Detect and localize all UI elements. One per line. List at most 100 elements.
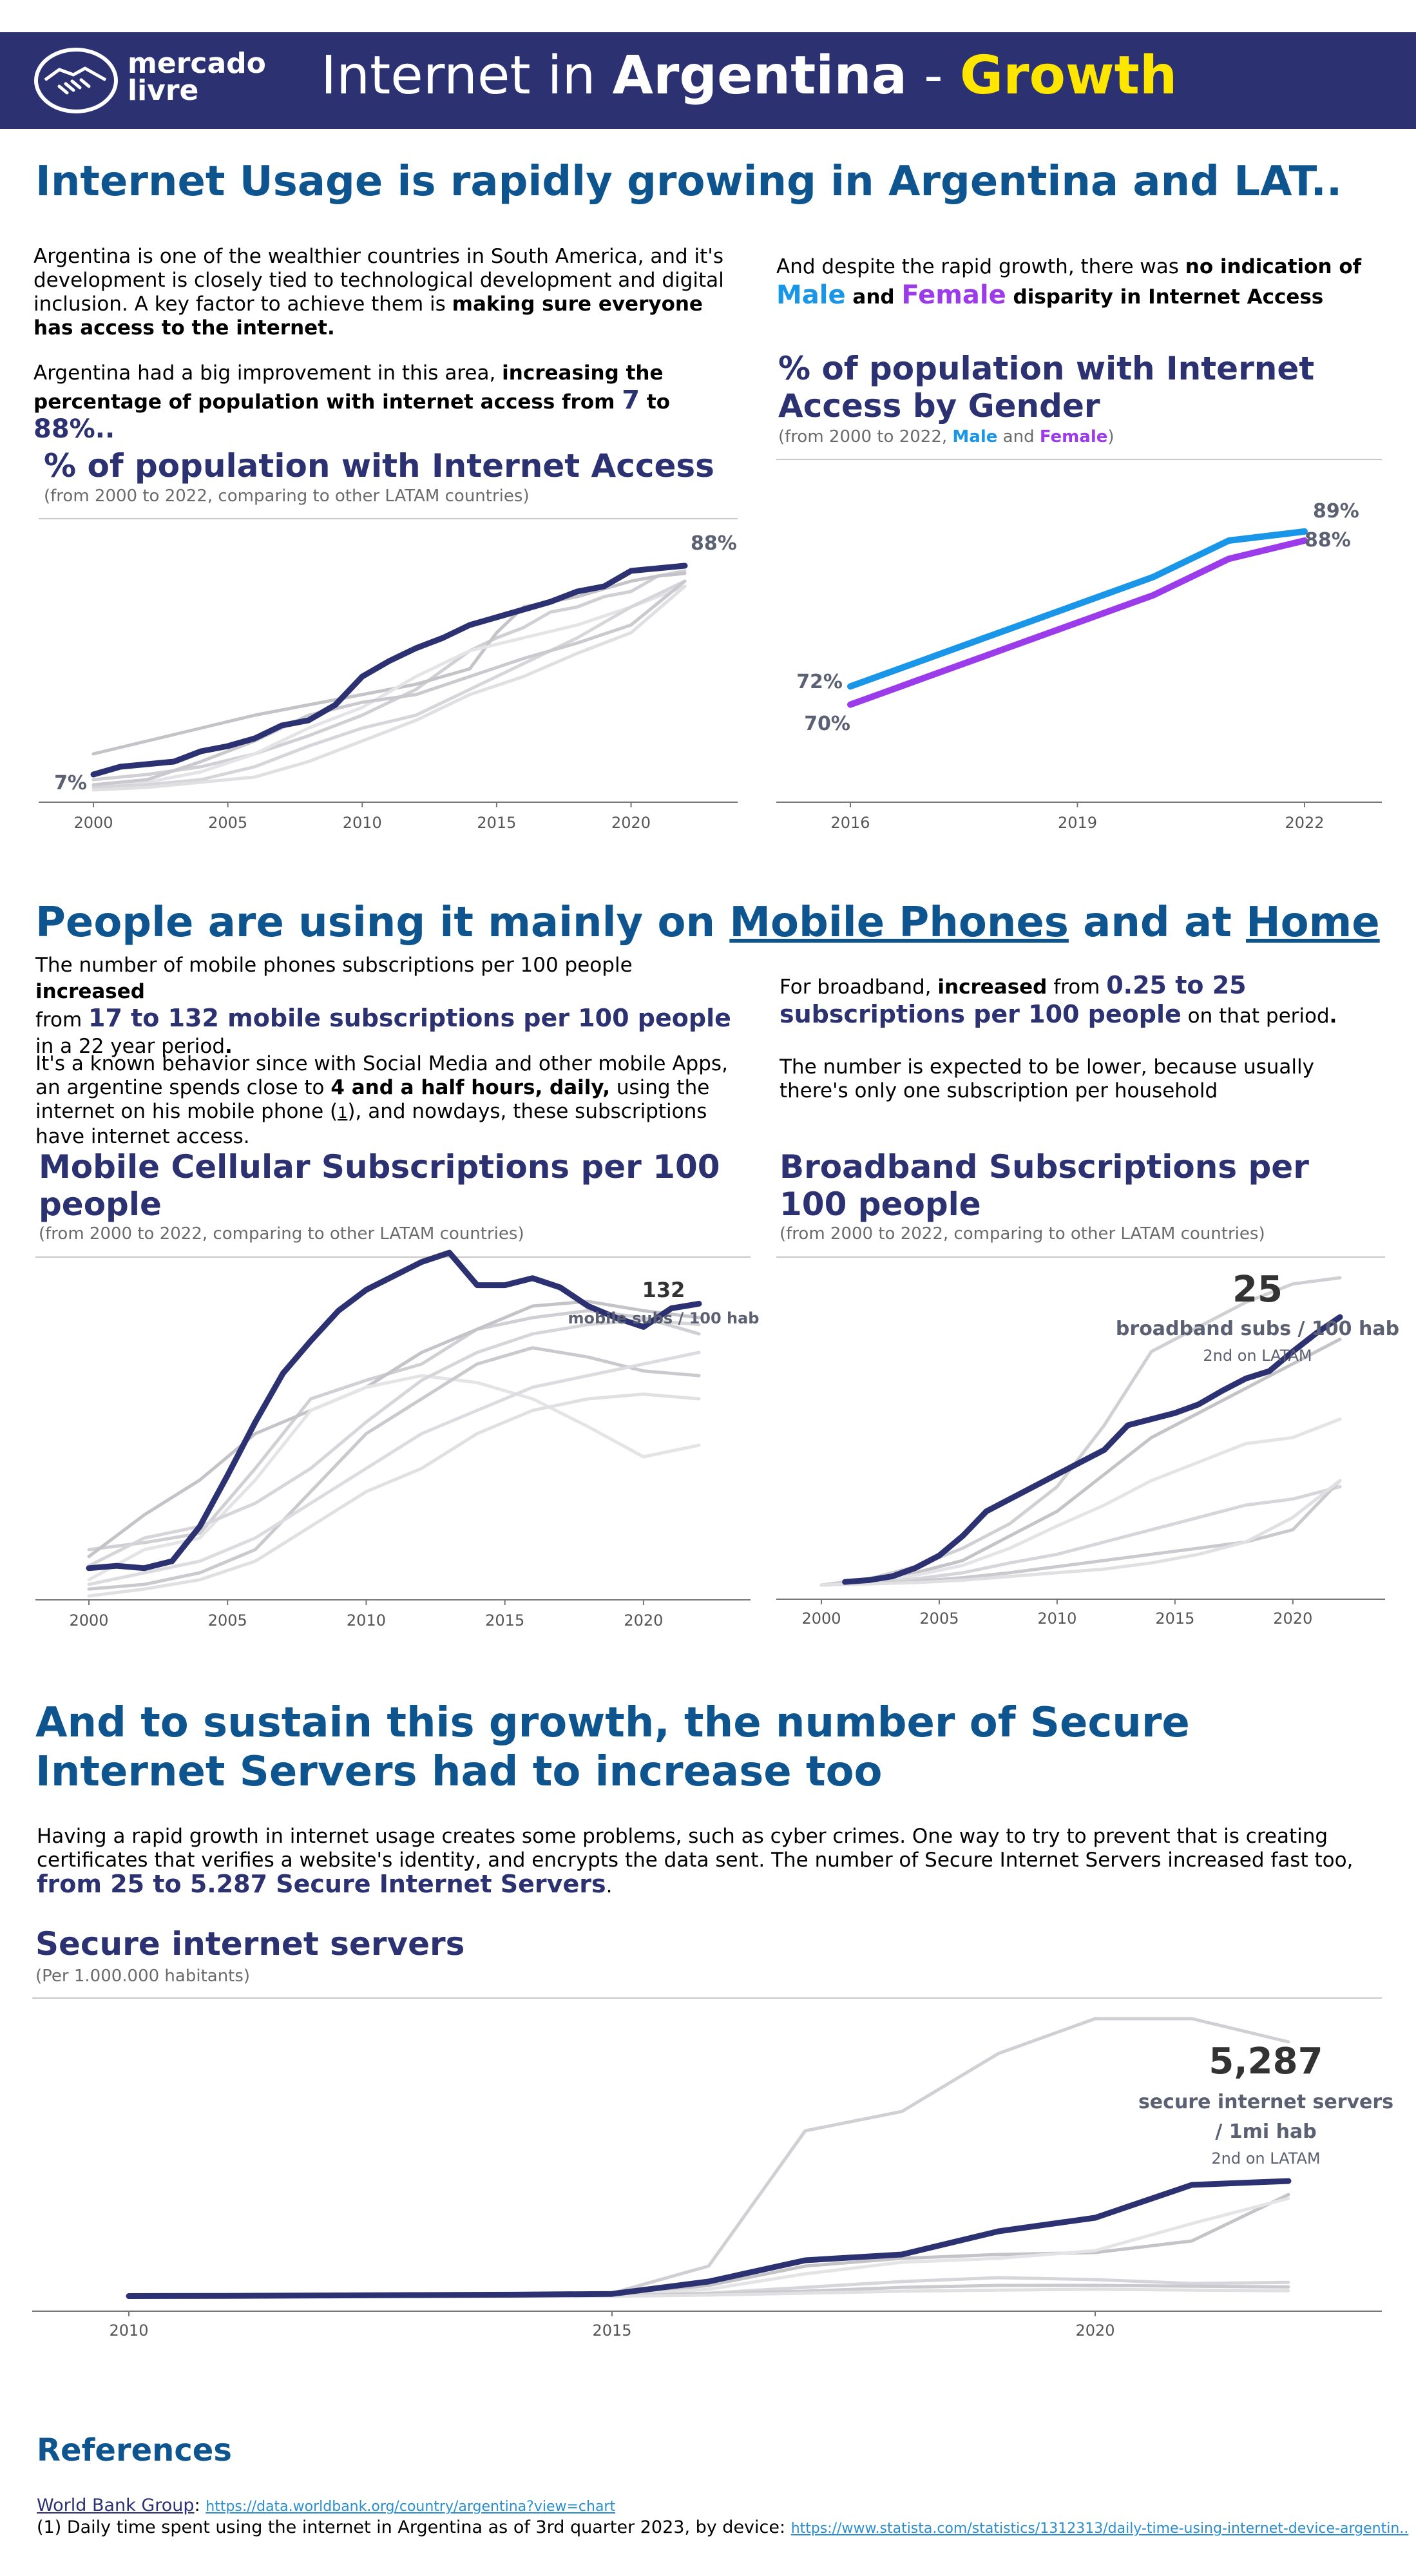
mobile-tick-label: 2010 bbox=[347, 1611, 386, 1629]
title-country: Argentina bbox=[612, 45, 908, 106]
section3-heading: And to sustain this growth, the number o… bbox=[35, 1699, 1190, 1796]
section2-right-para2: The number is expected to be lower, beca… bbox=[780, 1055, 1314, 1102]
s1-p2to: to bbox=[640, 390, 670, 414]
mobile-series-line bbox=[87, 1392, 701, 1598]
gender-tick-label: 2022 bbox=[1285, 814, 1324, 832]
ref1-source[interactable]: World Bank Group bbox=[37, 2495, 195, 2515]
gender-sub-b: ) bbox=[1107, 427, 1115, 447]
mobile-series-line bbox=[86, 1249, 702, 1572]
page-title: Internet in Argentina - Growth bbox=[321, 45, 1177, 106]
s2-rdot: . bbox=[1329, 1004, 1337, 1028]
s2-h-a: People are using it mainly on bbox=[35, 899, 730, 947]
servers-annot-value: 5,287 bbox=[1209, 2041, 1323, 2082]
section1-right-para: And despite the rapid growth, there was … bbox=[776, 253, 1395, 311]
s1-p1a: Argentina is one of the wealthier countr… bbox=[33, 245, 724, 316]
access-series-line bbox=[91, 579, 687, 789]
broadband-series-line bbox=[819, 1418, 1342, 1587]
ref2-text: (1) Daily time spent using the internet … bbox=[37, 2517, 791, 2537]
mobile-chart-subtitle: (from 2000 to 2022, comparing to other L… bbox=[39, 1224, 524, 1244]
access-tick-label: 2020 bbox=[611, 814, 651, 832]
access-tick-label: 2005 bbox=[208, 814, 247, 832]
s3-pbig: from 25 to 5.287 Secure Internet Servers bbox=[37, 1870, 606, 1898]
mobile-series-line bbox=[87, 1346, 701, 1591]
section1-para1: Argentina is one of the wealthier countr… bbox=[33, 245, 742, 340]
access-series-line bbox=[91, 569, 687, 782]
gender-male-start-label: 72% bbox=[796, 671, 843, 693]
logo-line2: livre bbox=[128, 74, 199, 107]
gender-sub-female: Female bbox=[1039, 427, 1108, 447]
handshake-icon bbox=[34, 48, 118, 113]
gender-male-end-label: 89% bbox=[1313, 500, 1359, 523]
gender-series-line bbox=[847, 537, 1308, 708]
s1-p1b: making sure everyone has access to the i… bbox=[33, 293, 703, 340]
gender-sub-and: and bbox=[997, 427, 1040, 447]
header-bar bbox=[0, 32, 1416, 129]
broadband-chart-title: Broadband Subscriptions per 100 people bbox=[780, 1148, 1309, 1223]
s3-pa: Having a rapid growth in internet usage … bbox=[37, 1825, 1354, 1872]
reference-2: (1) Daily time spent using the internet … bbox=[37, 2517, 1408, 2537]
gender-tick-label: 2016 bbox=[830, 814, 870, 832]
s1-p2a: Argentina had a big improvement in this … bbox=[33, 361, 502, 385]
broadband-chart-rule bbox=[776, 1256, 1385, 1258]
access-chart-rule bbox=[39, 518, 738, 519]
s1-rc: disparity in Internet Access bbox=[1006, 285, 1324, 309]
s2-rbig: 0.25 to 25 subscriptions per 100 people bbox=[780, 971, 1247, 1028]
s2-l2a: It's a known behavior since with Social … bbox=[35, 1052, 728, 1099]
s2-rc: from bbox=[1047, 976, 1107, 999]
s3-h-line1: And to sustain this growth, the number o… bbox=[35, 1699, 1190, 1747]
broadband-tick-label: 2015 bbox=[1155, 1610, 1194, 1628]
references-title: References bbox=[37, 2432, 232, 2468]
servers-series-line bbox=[126, 2178, 1292, 2299]
s1-p2n2: 88%.. bbox=[33, 414, 115, 444]
s2-la: The number of mobile phones subscription… bbox=[35, 954, 633, 977]
broadband-series-line bbox=[842, 1314, 1343, 1585]
ref1-url[interactable]: https://data.worldbank.org/country/argen… bbox=[206, 2499, 616, 2515]
section2-left-para2: It's a known behavior since with Social … bbox=[35, 1052, 744, 1149]
broadband-annot-unit: broadband subs / 100 hab bbox=[1116, 1318, 1399, 1340]
s1-rb: no indication of bbox=[1185, 255, 1362, 278]
ref2-url[interactable]: https://www.statista.com/statistics/1312… bbox=[790, 2521, 1409, 2537]
title-sep: - bbox=[907, 45, 960, 106]
s2-ldot: . bbox=[225, 1035, 233, 1058]
logo-line1: mercado bbox=[128, 47, 266, 80]
ref1-colon: : bbox=[194, 2495, 206, 2515]
mobile-series-line bbox=[87, 1300, 701, 1559]
gender-tick-label: 2019 bbox=[1058, 814, 1097, 832]
servers-chart-title: Secure internet servers bbox=[35, 1925, 465, 1963]
servers-chart-rule bbox=[32, 1997, 1382, 1999]
broadband-tick-label: 2005 bbox=[919, 1610, 959, 1628]
broadband-annot-rank: 2nd on LATAM bbox=[1203, 1347, 1312, 1365]
s1-female: Female bbox=[901, 280, 1006, 310]
s1-p2n1: 7 bbox=[622, 385, 640, 415]
access-start-label: 7% bbox=[54, 772, 87, 794]
gender-female-end-label: 88% bbox=[1305, 529, 1351, 552]
access-tick-label: 2000 bbox=[73, 814, 113, 832]
s2-lc: from bbox=[35, 1008, 88, 1032]
s2-l2ref[interactable]: 1 bbox=[338, 1104, 348, 1122]
title-pre: Internet in bbox=[321, 45, 613, 106]
mobile-series-line bbox=[87, 1318, 701, 1568]
broadband-annot-value: 25 bbox=[1232, 1269, 1283, 1311]
s2-lb: increased bbox=[35, 980, 145, 1003]
section2-heading: People are using it mainly on Mobile Pho… bbox=[35, 899, 1380, 948]
gender-chart-rule bbox=[776, 459, 1382, 460]
servers-series-line bbox=[127, 2017, 1290, 2298]
s3-h-line2: Internet Servers had to increase too bbox=[35, 1747, 883, 1796]
section2-right-para1: For broadband, increased from 0.25 to 25… bbox=[780, 972, 1385, 1030]
access-series-line bbox=[90, 562, 688, 778]
access-end-label: 88% bbox=[691, 532, 737, 555]
access-series-line bbox=[91, 584, 687, 792]
mobile-tick-label: 2005 bbox=[208, 1611, 247, 1629]
s2-ld: in a 22 year period bbox=[35, 1035, 225, 1058]
s3-pdot: . bbox=[606, 1874, 613, 1898]
s2-l2c: using the internet on his mobile phone ( bbox=[35, 1076, 710, 1123]
gender-chart-subtitle: (from 2000 to 2022, Male and Female) bbox=[778, 427, 1115, 447]
mobile-tick-label: 2015 bbox=[485, 1611, 524, 1629]
s1-p2b: increasing the percentage of population … bbox=[33, 361, 664, 414]
gender-chart-title: % of population with Internet Access by … bbox=[778, 350, 1315, 425]
